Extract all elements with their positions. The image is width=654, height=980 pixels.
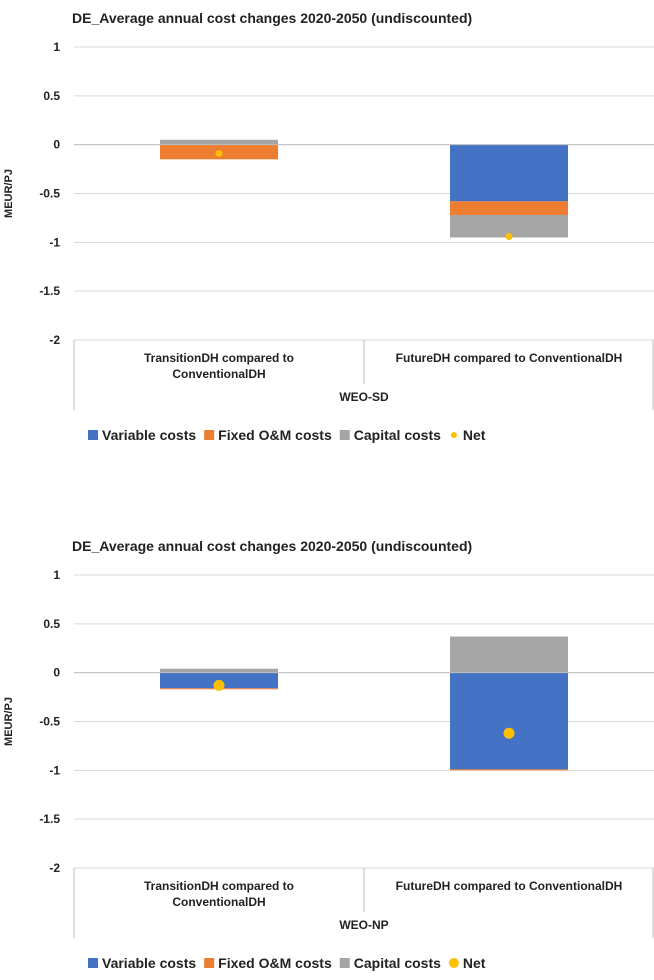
legend-label: Variable costs [102,427,196,443]
y-tick-label: 0.5 [43,89,60,103]
category-label: ConventionalDH [172,895,265,909]
legend-swatch [339,958,350,968]
y-tick-label: 1 [53,40,60,54]
bar-fixed-o-m-costs [450,769,568,771]
net-marker [213,679,225,691]
net-marker [215,149,223,157]
legend-swatch [339,430,350,440]
legend-label: Variable costs [102,955,196,971]
net-marker [503,727,515,739]
legend-label: Capital costs [354,427,441,443]
category-label: TransitionDH compared to [144,351,294,365]
y-tick-label: 0.5 [43,617,60,631]
chart-title: DE_Average annual cost changes 2020-2050… [72,538,472,554]
bar-variable-costs [450,672,568,770]
bar-capital-costs [160,668,278,673]
y-tick-label: -1.5 [39,812,60,826]
y-tick-label: -1.5 [39,284,60,298]
category-label: FutureDH compared to ConventionalDH [396,351,623,365]
legend-label: Fixed O&M costs [218,427,332,443]
net-marker [505,232,513,240]
y-tick-label: 0 [53,666,60,680]
y-tick-label: -2 [49,861,60,875]
y-tick-label: -0.5 [39,715,60,729]
chart-panel-1: DE_Average annual cost changes 2020-2050… [0,0,654,460]
y-axis-label: MEUR/PJ [3,697,15,746]
category-label: TransitionDH compared to [144,879,294,893]
y-tick-label: -2 [49,333,60,347]
chart-panel-2: DE_Average annual cost changes 2020-2050… [0,528,654,975]
y-tick-label: 1 [53,568,60,582]
legend-label: Net [463,427,486,443]
y-tick-label: -1 [49,235,60,249]
legend-label: Net [463,955,486,971]
bar-variable-costs [450,144,568,202]
bar-capital-costs [450,636,568,673]
chart-title: DE_Average annual cost changes 2020-2050… [72,10,472,26]
legend-swatch [88,958,98,968]
group-label: WEO-SD [339,390,389,404]
group-label: WEO-NP [339,918,388,932]
legend-swatch [204,958,215,968]
category-label: ConventionalDH [172,367,265,381]
bar-capital-costs [160,139,278,145]
legend-label: Capital costs [354,955,441,971]
chart-1-svg: DE_Average annual cost changes 2020-2050… [3,10,654,443]
y-axis-label: MEUR/PJ [3,169,15,218]
bar-capital-costs [450,214,568,238]
legend-swatch [204,430,215,440]
legend-label: Fixed O&M costs [218,955,332,971]
chart-2-svg: DE_Average annual cost changes 2020-2050… [3,538,654,971]
legend-swatch [88,430,98,440]
y-tick-label: -0.5 [39,187,60,201]
legend-swatch-net [450,432,457,438]
category-label: FutureDH compared to ConventionalDH [396,879,623,893]
y-tick-label: -1 [49,763,60,777]
bar-fixed-o-m-costs [450,201,568,215]
legend-swatch-net [448,958,459,968]
y-tick-label: 0 [53,138,60,152]
